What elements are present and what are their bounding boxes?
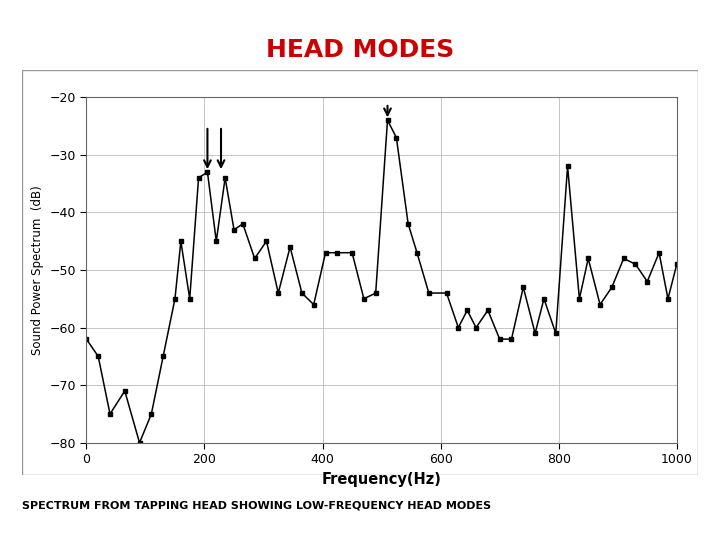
Text: SPECTRUM FROM TAPPING HEAD SHOWING LOW-FREQUENCY HEAD MODES: SPECTRUM FROM TAPPING HEAD SHOWING LOW-F…: [22, 500, 491, 510]
Text: HEAD MODES: HEAD MODES: [266, 38, 454, 62]
FancyBboxPatch shape: [22, 70, 698, 475]
X-axis label: Frequency(Hz): Frequency(Hz): [322, 472, 441, 487]
Y-axis label: Sound Power Spectrum  (dB): Sound Power Spectrum (dB): [31, 185, 44, 355]
